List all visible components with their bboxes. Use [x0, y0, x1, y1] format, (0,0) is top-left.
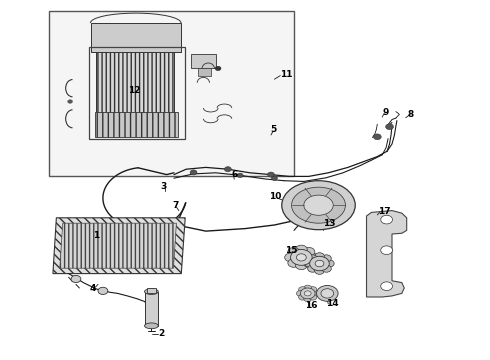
Ellipse shape	[305, 260, 315, 267]
Ellipse shape	[298, 294, 306, 300]
Bar	[96, 50, 174, 130]
Text: 8: 8	[408, 110, 414, 119]
Bar	[198, 68, 211, 76]
Ellipse shape	[71, 275, 81, 283]
Ellipse shape	[295, 245, 307, 254]
Ellipse shape	[309, 287, 317, 292]
Ellipse shape	[321, 265, 331, 272]
Text: 15: 15	[285, 246, 298, 255]
Text: 10: 10	[270, 192, 282, 202]
Text: 6: 6	[232, 171, 238, 180]
Ellipse shape	[292, 187, 345, 223]
Ellipse shape	[303, 247, 315, 256]
Ellipse shape	[310, 256, 329, 271]
Bar	[191, 54, 216, 68]
Ellipse shape	[295, 261, 307, 270]
Ellipse shape	[321, 289, 334, 298]
Bar	[147, 288, 156, 293]
Ellipse shape	[288, 247, 299, 256]
Text: 9: 9	[382, 108, 389, 117]
Bar	[91, 23, 181, 52]
Text: 2: 2	[158, 328, 164, 338]
Ellipse shape	[306, 253, 318, 262]
Ellipse shape	[285, 253, 296, 262]
Ellipse shape	[315, 253, 324, 260]
Ellipse shape	[298, 287, 306, 292]
Bar	[145, 292, 158, 326]
Ellipse shape	[98, 287, 108, 294]
Ellipse shape	[304, 195, 333, 215]
Ellipse shape	[304, 285, 312, 291]
Text: 13: 13	[323, 220, 336, 229]
Ellipse shape	[324, 260, 334, 267]
Text: 11: 11	[280, 70, 293, 79]
Polygon shape	[53, 218, 185, 274]
Ellipse shape	[271, 176, 277, 180]
Text: 7: 7	[172, 202, 179, 210]
Polygon shape	[367, 211, 407, 297]
Ellipse shape	[386, 124, 393, 130]
Ellipse shape	[288, 259, 299, 267]
Ellipse shape	[145, 289, 158, 294]
Ellipse shape	[308, 255, 318, 262]
Ellipse shape	[311, 291, 319, 296]
Ellipse shape	[315, 260, 324, 267]
Text: 5: 5	[270, 125, 277, 134]
Text: 16: 16	[305, 301, 318, 310]
Ellipse shape	[381, 282, 392, 291]
Ellipse shape	[268, 172, 274, 177]
Bar	[95, 112, 178, 137]
Ellipse shape	[291, 249, 312, 265]
Text: 4: 4	[90, 284, 96, 293]
Ellipse shape	[373, 134, 381, 140]
Bar	[89, 47, 185, 139]
Text: 12: 12	[128, 86, 141, 95]
Ellipse shape	[317, 285, 338, 301]
Ellipse shape	[303, 259, 315, 267]
Text: 3: 3	[161, 182, 167, 191]
Text: 17: 17	[378, 207, 391, 216]
Ellipse shape	[321, 255, 331, 262]
Ellipse shape	[304, 296, 312, 302]
Ellipse shape	[237, 173, 243, 177]
Polygon shape	[60, 223, 176, 268]
Ellipse shape	[68, 100, 73, 103]
Text: 14: 14	[326, 299, 339, 307]
Ellipse shape	[315, 267, 324, 274]
Ellipse shape	[381, 246, 392, 255]
Ellipse shape	[190, 170, 197, 175]
Ellipse shape	[282, 181, 355, 230]
Ellipse shape	[296, 254, 306, 261]
Ellipse shape	[300, 288, 315, 299]
Ellipse shape	[145, 323, 158, 329]
Ellipse shape	[308, 265, 318, 272]
Ellipse shape	[215, 66, 221, 71]
Ellipse shape	[309, 294, 317, 300]
Ellipse shape	[224, 167, 231, 172]
Text: 1: 1	[93, 231, 99, 240]
Ellipse shape	[304, 291, 311, 296]
Ellipse shape	[381, 215, 392, 224]
Ellipse shape	[296, 291, 304, 296]
Bar	[49, 11, 294, 176]
Bar	[301, 202, 338, 223]
